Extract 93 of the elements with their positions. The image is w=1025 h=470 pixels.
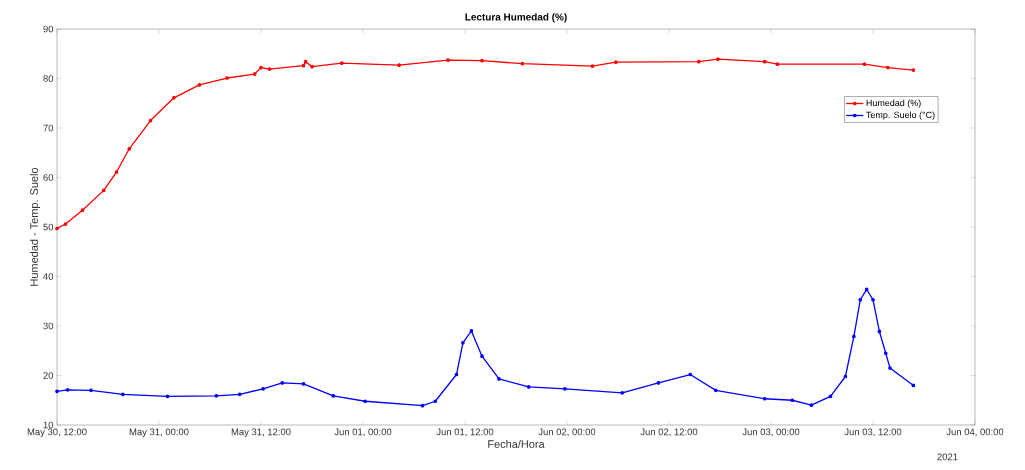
point [114,170,119,174]
x-tick-label: Jun 03, 00:00 [742,428,800,437]
point [716,57,720,62]
point [828,394,833,399]
point [237,392,242,397]
point [688,372,693,377]
point [420,403,425,408]
x-tick-label: Jun 02, 00:00 [538,428,596,437]
y-tick-label: 50 [43,223,54,231]
point [55,389,59,394]
point [888,366,892,370]
point [261,387,265,391]
point [480,58,484,63]
point [775,62,780,66]
point [252,72,257,76]
point [843,374,848,379]
y-tick-label: 80 [43,75,54,82]
point [911,383,916,388]
point [520,61,525,66]
y-tick-label: 20 [43,372,54,379]
legend-label: Temp. Suelo (°C) [866,111,935,120]
point [172,95,176,100]
x-tick-label: Jun 04, 00:00 [946,428,1004,437]
point [883,351,888,356]
point [267,67,272,71]
point [871,297,875,302]
point [303,59,308,64]
point [862,62,867,66]
x-tick-label: Jun 01, 12:00 [436,428,494,437]
point [656,381,661,385]
point [65,388,70,392]
y-tick-label: 10 [43,421,54,429]
point [197,83,202,87]
x-axis-title: Fecha/Hora [488,439,545,448]
point [480,354,484,359]
point [280,381,285,385]
point [89,388,93,393]
point [127,146,132,151]
point [397,63,401,67]
point [469,329,474,333]
x-tick-label: May 31, 00:00 [129,428,189,438]
point [63,222,68,226]
x-tick-label: Jun 02, 12:00 [640,428,698,437]
y-axis-title: Humedad - Temp. Suelo [29,167,41,286]
point [590,64,595,68]
point [446,58,450,63]
point [864,287,869,292]
point [809,403,814,408]
point [762,59,767,64]
point [713,388,718,393]
point [454,372,459,377]
point [331,393,336,398]
point [852,334,856,339]
point [55,226,59,231]
point [433,399,438,404]
point [225,76,229,80]
point [762,396,767,401]
point [310,64,314,69]
point [339,61,344,66]
point [886,65,890,70]
point [526,385,531,389]
point [148,118,153,123]
y-tick-label: 90 [43,25,54,33]
point [363,399,367,404]
point [214,393,219,398]
point [563,387,567,391]
point [101,188,106,193]
y-tick-label: 60 [43,174,54,181]
point [259,65,263,70]
point [877,329,882,334]
x-tick-label: Jun 03, 12:00 [844,428,902,437]
point [614,60,618,65]
chart-title: Lectura Humedad (%) [465,13,567,23]
y-tick-label: 40 [43,273,54,280]
point [497,377,501,381]
point [165,394,170,399]
point [620,390,625,395]
point [696,59,701,64]
point [858,297,863,302]
x-tick-label: May 31, 12:00 [231,428,291,438]
point [80,208,85,213]
text: 2021 [937,453,958,461]
point [301,63,306,68]
x-tick-label: Jun 01, 00:00 [334,428,392,437]
legend-label: Humedad (%) [866,99,921,108]
y-tick-label: 70 [43,124,54,132]
point [301,382,306,386]
point [790,398,795,403]
y-tick-label: 30 [43,322,54,330]
point [121,392,125,397]
point [461,340,465,345]
point [911,68,916,72]
x-tick-label: May 30, 12:00 [27,428,87,438]
